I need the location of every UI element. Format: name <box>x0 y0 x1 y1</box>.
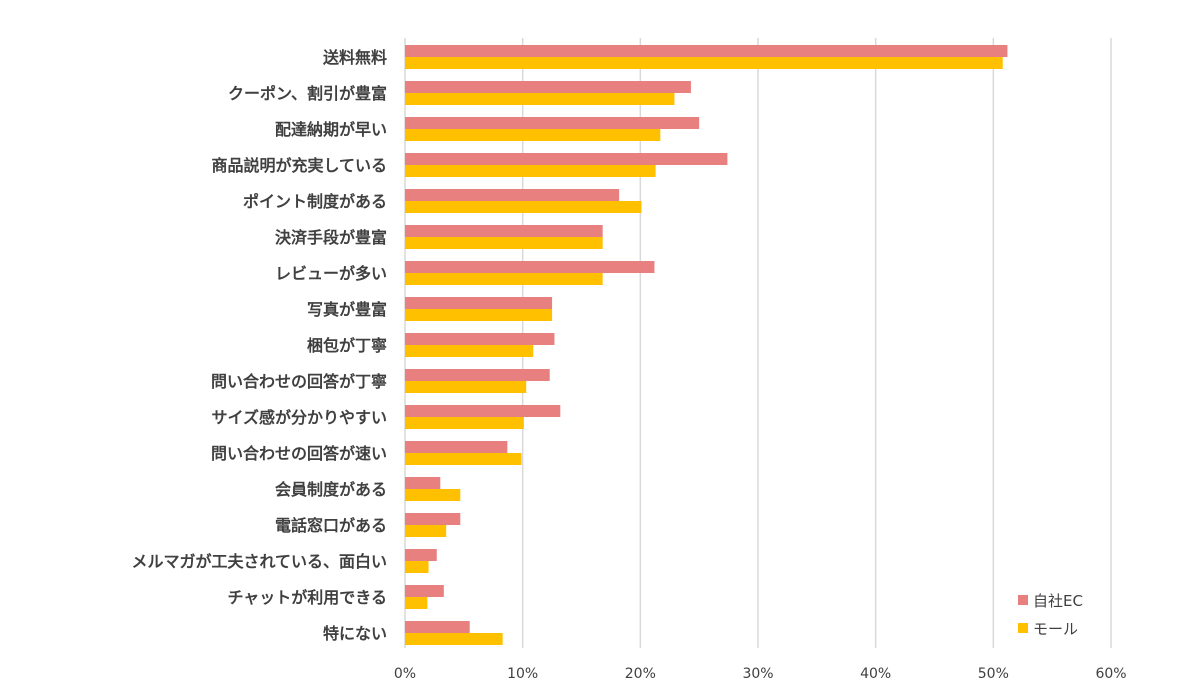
bar-jisha-ec <box>405 549 437 561</box>
category-label: 電話窓口がある <box>275 516 387 535</box>
bar-mall <box>405 633 503 645</box>
bar-jisha-ec <box>405 585 444 597</box>
bar-jisha-ec <box>405 45 1008 57</box>
bar-mall <box>405 201 642 213</box>
x-tick-label: 60% <box>1095 666 1126 682</box>
x-tick-label: 40% <box>860 666 891 682</box>
category-label: 配達納期が早い <box>275 120 387 139</box>
bar-jisha-ec <box>405 225 603 237</box>
bar-jisha-ec <box>405 117 700 129</box>
category-label: 商品説明が充実している <box>211 156 387 175</box>
category-label: 問い合わせの回答が速い <box>211 444 387 463</box>
x-tick-label: 50% <box>978 666 1009 682</box>
legend-label: モール <box>1033 620 1078 638</box>
category-label: クーポン、割引が豊富 <box>228 84 387 103</box>
bar-jisha-ec <box>405 621 470 633</box>
category-label: ポイント制度がある <box>243 192 387 211</box>
category-label: 問い合わせの回答が丁寧 <box>211 372 387 391</box>
bars-group <box>405 45 1008 645</box>
category-label: 特にない <box>323 624 387 643</box>
bar-mall <box>405 273 603 285</box>
category-label: 写真が豊富 <box>307 300 387 319</box>
bar-mall <box>405 561 429 573</box>
bar-jisha-ec <box>405 513 461 525</box>
bar-mall <box>405 57 1003 69</box>
bar-jisha-ec <box>405 333 555 345</box>
category-label: 会員制度がある <box>275 480 387 499</box>
bar-mall <box>405 381 527 393</box>
x-tick-label: 10% <box>507 666 538 682</box>
bar-mall <box>405 525 447 537</box>
bar-mall <box>405 237 603 249</box>
bar-jisha-ec <box>405 81 691 93</box>
bar-mall <box>405 417 524 429</box>
category-label: 送料無料 <box>322 48 387 67</box>
legend: 自社EC モール <box>1018 592 1083 638</box>
category-label: 決済手段が豊富 <box>275 228 387 247</box>
bar-jisha-ec <box>405 405 561 417</box>
bar-mall <box>405 93 675 105</box>
bar-mall <box>405 453 522 465</box>
category-label: レビューが多い <box>275 264 387 283</box>
x-tick-label: 0% <box>394 666 416 682</box>
x-tick-label: 30% <box>742 666 773 682</box>
category-label: チャットが利用できる <box>227 588 387 607</box>
category-label: 梱包が丁寧 <box>307 336 387 355</box>
bar-mall <box>405 129 661 141</box>
bar-mall <box>405 165 656 177</box>
category-label: メルマガが工夫されている、面白い <box>131 552 387 571</box>
bar-mall <box>405 597 428 609</box>
category-labels: 送料無料クーポン、割引が豊富配達納期が早い商品説明が充実しているポイント制度があ… <box>131 48 387 643</box>
bar-mall <box>405 345 534 357</box>
bar-jisha-ec <box>405 477 441 489</box>
legend-swatch <box>1018 595 1028 605</box>
bar-jisha-ec <box>405 369 550 381</box>
bar-jisha-ec <box>405 189 620 201</box>
x-tick-labels: 0% 10% 20% 30% 40% 50% 60% <box>394 666 1127 682</box>
bar-mall <box>405 309 553 321</box>
bar-jisha-ec <box>405 261 655 273</box>
bar-jisha-ec <box>405 441 508 453</box>
bar-mall <box>405 489 461 501</box>
category-label: サイズ感が分かりやすい <box>211 408 387 427</box>
legend-swatch <box>1018 623 1028 633</box>
legend-label: 自社EC <box>1033 592 1083 610</box>
bar-jisha-ec <box>405 297 553 309</box>
bar-jisha-ec <box>405 153 728 165</box>
x-tick-label: 20% <box>625 666 656 682</box>
